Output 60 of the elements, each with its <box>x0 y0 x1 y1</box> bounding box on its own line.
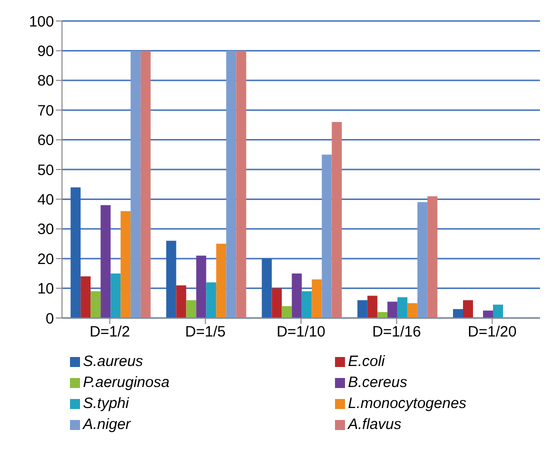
bar <box>236 50 246 318</box>
y-tick-label: 100 <box>28 13 54 30</box>
bar <box>322 154 332 318</box>
legend-label: S.aureus <box>83 353 144 370</box>
bar <box>262 258 272 318</box>
bar <box>397 297 408 318</box>
legend-label: B.cereus <box>348 374 408 391</box>
bar <box>226 50 236 318</box>
bar <box>367 296 378 318</box>
y-tick-label: 0 <box>46 310 54 328</box>
bar <box>387 302 398 318</box>
bar <box>186 300 196 318</box>
bar <box>272 288 282 318</box>
y-tick-label: 10 <box>37 280 54 298</box>
bar <box>483 310 494 318</box>
bar <box>357 300 368 318</box>
bar <box>196 256 206 318</box>
legend-label: L.monocytogenes <box>348 395 466 412</box>
y-tick-label: 70 <box>37 102 54 120</box>
bar <box>90 291 101 318</box>
bar <box>302 291 312 318</box>
bar <box>110 273 121 318</box>
x-tick-label: D=1/5 <box>185 324 226 341</box>
y-tick-label: 30 <box>37 221 54 238</box>
bar <box>100 205 111 318</box>
bar <box>166 240 176 318</box>
bar <box>70 187 81 318</box>
y-tick-label: 90 <box>37 43 54 60</box>
legend-label: A.niger <box>83 416 131 433</box>
y-tick-label: 20 <box>37 250 54 268</box>
y-tick-label: 50 <box>37 162 54 179</box>
bar <box>377 312 388 318</box>
y-tick-label: 80 <box>37 72 54 90</box>
bar <box>216 244 226 318</box>
bar <box>453 309 464 318</box>
bar <box>312 279 322 318</box>
x-tick-label: D=1/10 <box>276 324 326 341</box>
bar <box>332 122 342 318</box>
bar <box>407 303 418 318</box>
bar <box>130 50 141 318</box>
legend-label: E.coli <box>348 353 385 370</box>
bar <box>80 276 91 318</box>
legend-label: S.typhi <box>83 395 129 412</box>
bar <box>282 306 292 318</box>
bar <box>463 300 474 318</box>
bar <box>493 304 504 318</box>
bar <box>176 285 186 318</box>
legend-label: P.aeruginosa <box>83 374 170 391</box>
y-tick-label: 40 <box>37 192 54 209</box>
bar <box>427 196 438 318</box>
bar <box>120 211 131 318</box>
x-tick-label: D=1/2 <box>90 324 130 341</box>
x-tick-label: D=1/20 <box>468 324 517 341</box>
y-tick-label: 60 <box>37 132 54 150</box>
bar <box>140 50 151 318</box>
bar <box>417 202 428 318</box>
bar <box>292 273 302 318</box>
x-tick-label: D=1/16 <box>372 324 421 341</box>
bar <box>206 282 216 318</box>
legend-label: A.flavus <box>348 416 402 433</box>
